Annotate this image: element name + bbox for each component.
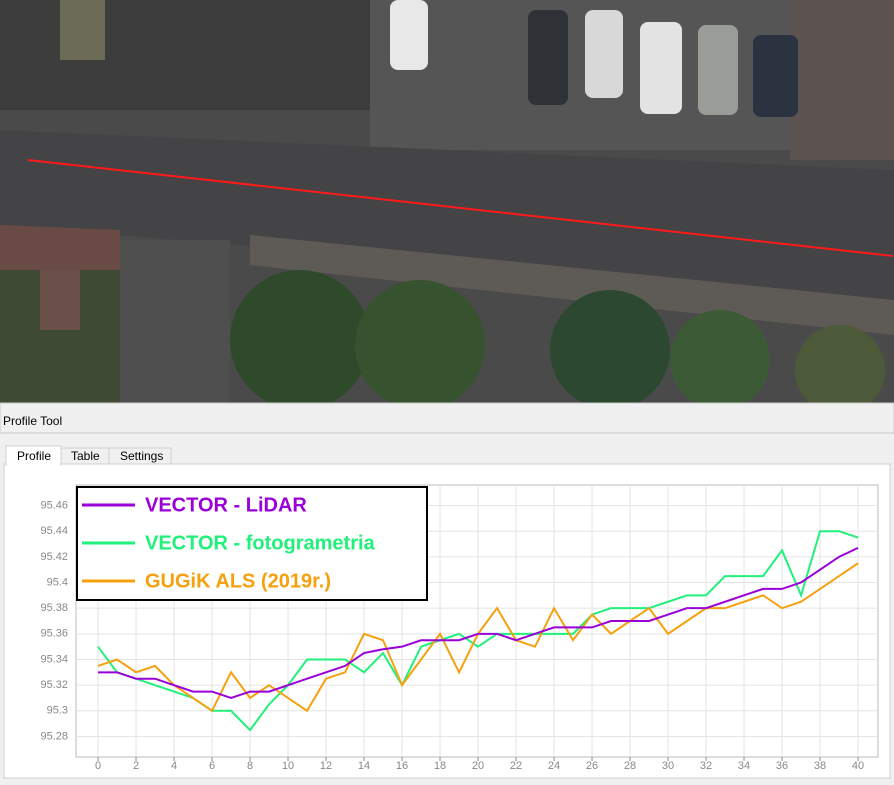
x-tick-label: 26: [586, 760, 598, 772]
series-line: [97, 530, 859, 732]
series-line: [98, 546, 859, 700]
x-tick-label: 36: [776, 760, 788, 772]
x-tick-label: 14: [358, 760, 370, 772]
y-tick-label: 95.42: [40, 551, 68, 563]
x-tick-label: 12: [320, 760, 332, 772]
y-tick-label: 95.44: [40, 525, 68, 537]
tab-label[interactable]: Table: [71, 449, 100, 463]
legend-label: VECTOR - LiDAR: [145, 494, 307, 516]
y-tick-label: 95.46: [40, 499, 68, 511]
x-tick-label: 10: [282, 760, 294, 772]
legend-label: GUGiK ALS (2019r.): [145, 570, 331, 592]
chart: 95.28 95.3 95.32 95.34 95.36 95.38 95.4 95.42 95…: [40, 484, 879, 772]
y-tick-label: 95.32: [40, 679, 68, 691]
aerial-map: [0, 0, 894, 415]
tab-label[interactable]: Settings: [120, 449, 163, 463]
title-bar: [0, 402, 894, 434]
legend-box: [76, 486, 428, 601]
x-tick-label: 18: [434, 760, 446, 772]
y-tick-label: 95.36: [40, 628, 68, 640]
x-tick-label: 24: [548, 760, 560, 772]
y-tick-label: 95.38: [40, 602, 68, 614]
x-tick-label: 32: [700, 760, 712, 772]
y-tick-label: 95.4: [47, 576, 68, 588]
x-tick-label: 30: [662, 760, 674, 772]
x-tick-label: 4: [171, 760, 177, 772]
y-tick-label: 95.3: [47, 705, 68, 717]
tab-label[interactable]: Profile: [17, 449, 51, 463]
tab[interactable]: [108, 447, 172, 465]
tab-joint: [7, 463, 60, 466]
x-tick-label: 2: [133, 760, 139, 772]
x-tick-label: 6: [209, 760, 215, 772]
legend-label: VECTOR - fotogrametria: [145, 532, 376, 554]
x-tick-label: 0: [95, 760, 101, 772]
x-tick-label: 8: [247, 760, 253, 772]
x-tick-label: 22: [510, 760, 522, 772]
x-tick-label: 40: [852, 760, 864, 772]
x-tick-label: 34: [738, 760, 750, 772]
x-tick-label: 38: [814, 760, 826, 772]
x-tick-label: 16: [396, 760, 408, 772]
x-tick-label: 20: [472, 760, 484, 772]
window-title: Profile Tool: [3, 414, 62, 428]
y-tick-label: 95.28: [40, 730, 68, 742]
y-tick-label: 95.34: [40, 653, 68, 665]
x-tick-label: 28: [624, 760, 636, 772]
